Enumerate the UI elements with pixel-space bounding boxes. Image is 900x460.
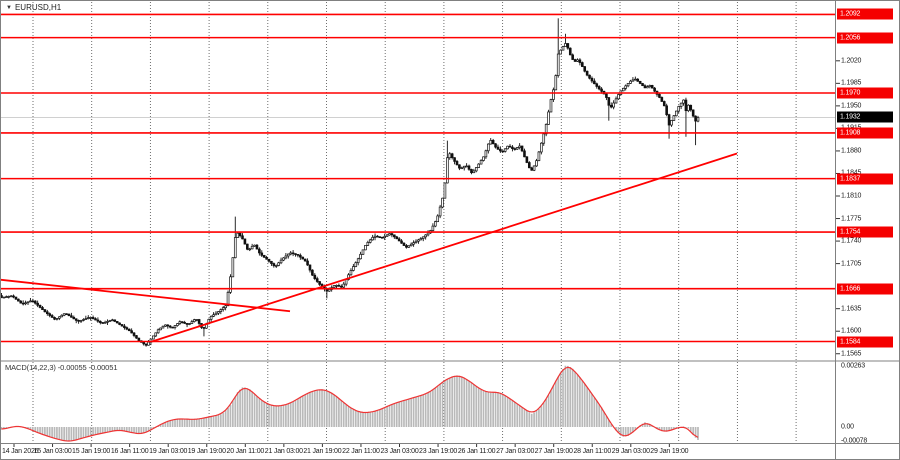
macd-scale-label: 0.00263 — [841, 362, 865, 370]
price-tick-label: 1.1705 — [841, 260, 862, 268]
macd-indicator-label: MACD(14,22,3) -0.00055 -0.00051 — [5, 363, 118, 372]
trend-lines — [0, 152, 738, 343]
price-tick-label: 1.1880 — [841, 147, 862, 155]
candlesticks — [0, 18, 700, 347]
price-tick-label: 1.1810 — [841, 192, 862, 200]
chevron-down-icon: ▼ — [6, 4, 12, 11]
price-tick-label: 1.2020 — [841, 57, 862, 65]
price-level-badge: 1.2092 — [837, 8, 893, 20]
time-axis-label: 22 Jan 11:00 — [342, 448, 380, 455]
price-tick-label: 1.1635 — [841, 305, 862, 313]
time-axis-label: 15 Jan 19:00 — [72, 448, 111, 455]
price-tick-label: 1.1565 — [841, 350, 862, 358]
price-tick-label: 1.1950 — [841, 102, 862, 110]
support-resistance-lines — [0, 13, 835, 343]
price-level-badge: 1.1754 — [837, 226, 893, 238]
current-price-badge: 1.1932 — [837, 111, 893, 123]
time-axis-label: 16 Jan 11:00 — [110, 448, 149, 455]
macd-scale-label: -0.00078 — [841, 437, 868, 445]
price-tick-label: 1.1985 — [841, 79, 862, 87]
time-axis-label: 29 Jan 03:00 — [611, 448, 650, 455]
time-axis-label: 15 Jan 03:00 — [33, 448, 72, 455]
price-level-badge: 1.1908 — [837, 127, 893, 139]
macd-histogram — [0, 365, 699, 442]
price-tick-label: 1.1775 — [841, 215, 862, 223]
symbol-label[interactable]: ▼ EURUSD,H1 — [6, 3, 61, 12]
time-axis-label: 20 Jan 11:00 — [226, 448, 265, 455]
time-axis-label: 21 Jan 03:00 — [264, 448, 303, 455]
time-axis-label: 19 Jan 03:00 — [149, 448, 188, 455]
price-level-badge: 1.1584 — [837, 336, 893, 347]
time-axis-label: 28 Jan 11:00 — [573, 448, 612, 455]
symbol-timeframe-text: EURUSD,H1 — [14, 3, 62, 12]
time-axis-label: 27 Jan 03:00 — [496, 448, 535, 455]
grid-lines — [32, 2, 797, 443]
time-axis-label: 23 Jan 19:00 — [419, 448, 458, 455]
price-level-badge: 1.1970 — [837, 87, 893, 99]
time-axis-label: 26 Jan 11:00 — [457, 448, 496, 455]
time-axis-label: 29 Jan 19:00 — [650, 448, 689, 455]
time-axis-label: 14 Jan 2026 — [2, 448, 39, 455]
price-tick-label: 1.1600 — [841, 327, 862, 335]
time-axis-label: 19 Jan 19:00 — [187, 448, 226, 455]
price-tick-label: 1.1740 — [841, 237, 862, 245]
price-level-badge: 1.1666 — [837, 283, 893, 295]
price-level-badge: 1.2056 — [837, 32, 893, 44]
time-axis-label: 21 Jan 19:00 — [303, 448, 342, 455]
time-axis-label: 23 Jan 03:00 — [380, 448, 419, 455]
time-axis-label: 27 Jan 19:00 — [534, 448, 573, 455]
price-level-badge: 1.1837 — [837, 173, 893, 185]
macd-scale-label: 0.00 — [841, 423, 854, 431]
macd-signal-line — [1, 366, 699, 442]
